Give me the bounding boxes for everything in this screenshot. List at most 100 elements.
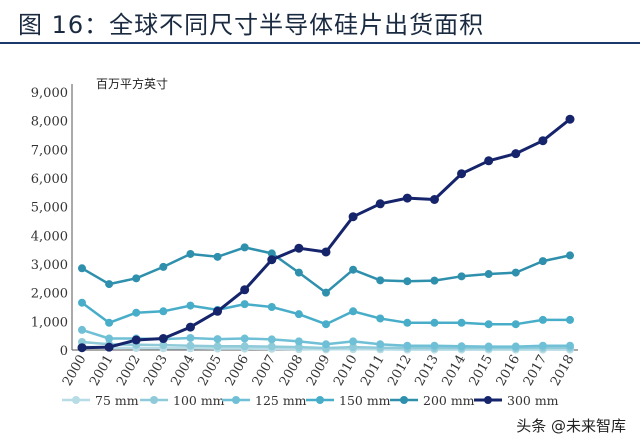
x-tick-label: 2015	[467, 352, 497, 388]
legend-swatch-marker	[316, 396, 324, 404]
legend-swatch-marker	[400, 396, 408, 404]
data-point	[78, 264, 86, 273]
y-tick-label: 1,000	[31, 315, 68, 330]
data-point	[322, 340, 330, 349]
data-point	[213, 335, 222, 344]
data-point	[349, 307, 358, 316]
data-point	[159, 307, 168, 316]
data-point	[322, 320, 330, 329]
data-point	[511, 268, 520, 277]
data-point	[240, 243, 249, 252]
data-point	[321, 247, 331, 257]
data-point	[484, 156, 494, 166]
data-point	[349, 337, 358, 346]
data-point	[566, 341, 574, 350]
legend-swatch-marker	[72, 396, 80, 404]
watermark: 头条 @未来智库	[516, 417, 626, 435]
data-point	[566, 315, 574, 324]
data-point	[566, 251, 574, 260]
legend-label: 300 mm	[507, 393, 559, 408]
data-point	[294, 337, 303, 346]
legend-swatch-marker	[232, 396, 240, 404]
data-point	[349, 265, 358, 274]
x-tick-label: 2017	[521, 353, 551, 389]
y-tick-label: 9,000	[31, 86, 68, 101]
x-tick-label: 2012	[385, 353, 415, 389]
y-tick-label: 0	[60, 344, 68, 359]
data-point	[538, 315, 547, 324]
y-tick-label: 5,000	[31, 201, 68, 216]
unit-label: 百万平方英寸	[96, 76, 168, 91]
x-tick-label: 2001	[87, 353, 117, 389]
data-point	[132, 308, 141, 317]
data-point	[186, 333, 195, 342]
data-point	[348, 212, 358, 222]
data-point	[322, 288, 330, 297]
data-point	[538, 257, 547, 266]
data-point	[159, 262, 168, 271]
x-tick-label: 2011	[358, 353, 388, 389]
legend-label: 125 mm	[255, 393, 307, 408]
data-point	[402, 193, 412, 203]
data-point	[267, 249, 276, 258]
line-chart: 0 1,000 2,000 3,000 4,000 5,000 6,000 7,000 8,00…	[31, 76, 578, 408]
data-point	[294, 243, 304, 253]
x-tick-label: 2008	[277, 353, 307, 389]
data-point	[213, 252, 222, 261]
data-point	[403, 341, 412, 350]
data-point	[484, 270, 493, 279]
y-tick-label: 7,000	[31, 143, 68, 158]
data-point	[132, 274, 141, 283]
x-tick-label: 2010	[331, 353, 361, 389]
data-point	[78, 325, 86, 334]
data-point	[158, 334, 168, 344]
data-point	[430, 276, 439, 285]
chart-legend: 75 mm 100 mm 125 mm 150 mm 200 mm 300 mm	[62, 393, 559, 408]
data-point	[457, 318, 466, 327]
data-point	[267, 255, 277, 265]
data-point	[429, 195, 439, 204]
x-tick-label: 2004	[168, 353, 198, 389]
y-tick-label: 3,000	[31, 258, 68, 273]
data-point	[375, 199, 385, 209]
data-point	[484, 320, 493, 329]
data-point	[213, 306, 223, 316]
data-point	[105, 334, 114, 343]
data-point	[457, 342, 466, 351]
data-point	[538, 341, 547, 350]
x-tick-label: 2006	[223, 353, 253, 389]
legend-label: 200 mm	[423, 393, 475, 408]
data-point	[159, 341, 168, 350]
data-point	[349, 343, 358, 352]
title-bar: 图 16：全球不同尺寸半导体硅片出货面积	[0, 0, 640, 44]
data-point	[267, 335, 276, 344]
legend-label: 100 mm	[173, 393, 225, 408]
legend-label: 150 mm	[339, 393, 391, 408]
data-point	[430, 318, 439, 327]
data-point	[565, 114, 575, 124]
data-point	[267, 303, 276, 311]
data-point	[105, 318, 114, 327]
data-point	[78, 298, 86, 307]
y-tick-label: 2,000	[31, 287, 68, 302]
data-point	[240, 300, 249, 309]
data-point	[376, 340, 385, 349]
data-point	[484, 342, 493, 351]
x-tick-label: 2009	[304, 353, 334, 389]
x-tick-label: 2002	[114, 353, 144, 389]
data-point	[105, 280, 114, 289]
data-point	[240, 285, 250, 295]
data-point	[511, 342, 520, 351]
y-tick-label: 4,000	[31, 229, 68, 244]
data-point	[104, 342, 114, 352]
data-point	[294, 343, 303, 352]
page-title: 图 16：全球不同尺寸半导体硅片出货面积	[18, 11, 485, 39]
x-tick-label: 2013	[412, 353, 442, 389]
data-point	[403, 318, 412, 327]
x-tick-label: 2016	[494, 353, 524, 389]
y-tick-label: 8,000	[31, 115, 68, 130]
data-point	[457, 169, 467, 179]
data-point	[240, 334, 249, 343]
data-point	[77, 343, 87, 353]
chart-series	[77, 114, 575, 354]
